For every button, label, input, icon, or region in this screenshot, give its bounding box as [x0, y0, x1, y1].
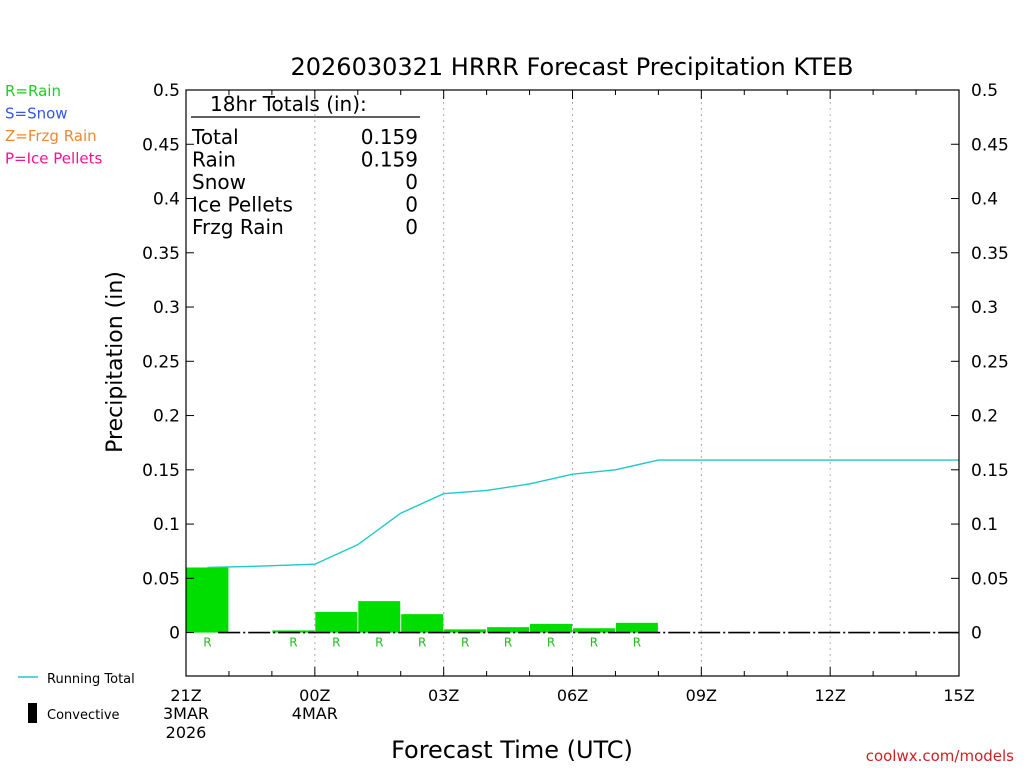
totals-row-label: Ice Pellets — [192, 193, 293, 217]
totals-row-value: 0 — [405, 193, 418, 217]
grid-lines — [314, 90, 831, 676]
ptype-label: R — [289, 636, 297, 650]
y-tick-label-left: 0.5 — [153, 81, 180, 101]
y-tick-label-left: 0.05 — [142, 569, 180, 589]
y-tick-label-left: 0.45 — [142, 135, 180, 155]
totals-row-label: Rain — [192, 148, 236, 172]
totals-header: 18hr Totals (in): — [210, 92, 367, 116]
y-tick-label-right: 0.05 — [971, 569, 1009, 589]
ptype-legend-item: P=Ice Pellets — [5, 150, 102, 168]
precip-bar — [358, 601, 401, 633]
ptype-legend-item: R=Rain — [5, 82, 61, 100]
x-tick-date: 3MAR — [163, 704, 209, 723]
y-tick-label-right: 0.15 — [971, 461, 1009, 481]
x-tick-date: 4MAR — [292, 704, 338, 723]
y-tick-label-left: 0.35 — [142, 244, 180, 264]
y-tick-label-right: 0.2 — [971, 407, 998, 427]
totals-row-value: 0.159 — [361, 125, 418, 149]
precip-bar — [444, 629, 487, 633]
totals-row-label: Total — [191, 125, 239, 149]
precip-bar — [615, 622, 658, 633]
ptype-label: R — [461, 636, 469, 650]
ptype-legend: R=Rain S=Snow Z=Frzg Rain P=Ice Pellets — [5, 82, 102, 168]
ptype-label: R — [547, 636, 555, 650]
totals-row-value: 0.159 — [361, 148, 418, 172]
y-tick-label-left: 0 — [169, 624, 180, 644]
precip-bar — [272, 630, 315, 633]
y-tick-label-right: 0.1 — [971, 515, 998, 535]
convective-legend-label: Convective — [47, 708, 120, 723]
precip-bar — [530, 623, 572, 633]
x-tick-year: 2026 — [166, 723, 207, 742]
bottom-legend: Running Total Convective — [18, 672, 135, 723]
precip-bar — [487, 627, 530, 633]
precip-bar — [401, 614, 444, 633]
precip-bar — [186, 567, 229, 633]
x-tick-label: 15Z — [943, 686, 974, 705]
y-tick-label-right: 0.25 — [971, 352, 1009, 372]
y-axis-ticks: 0 00.05 0.050.1 0.10.15 0.150.2 0.20.25 0.250.… — [142, 81, 1009, 644]
x-tick-label: 09Z — [686, 686, 717, 705]
ptype-label: R — [375, 636, 383, 650]
credit-text: coolwx.com/models — [866, 747, 1014, 765]
y-tick-label-right: 0.5 — [971, 81, 998, 101]
x-tick-label: 21Z — [170, 686, 201, 705]
ptype-legend-item: S=Snow — [5, 105, 68, 123]
chart-title: 2026030321 HRRR Forecast Precipitation K… — [290, 53, 853, 81]
ptype-label: R — [504, 636, 512, 650]
x-axis-label: Forecast Time (UTC) — [391, 736, 633, 764]
y-tick-label-left: 0.3 — [153, 298, 180, 318]
ptype-label: R — [418, 636, 426, 650]
y-tick-label-right: 0.4 — [971, 190, 998, 210]
totals-box: 18hr Totals (in): Total 0.159 Rain 0.159 Snow… — [191, 92, 420, 239]
y-tick-label-left: 0.4 — [153, 190, 180, 210]
y-tick-label-right: 0.45 — [971, 135, 1009, 155]
x-tick-label: 06Z — [557, 686, 588, 705]
ptype-label: R — [633, 636, 641, 650]
y-tick-label-left: 0.25 — [142, 352, 180, 372]
ptype-label: R — [203, 636, 211, 650]
ptype-label: R — [332, 636, 340, 650]
precip-bar — [573, 628, 615, 633]
y-tick-label-left: 0.1 — [153, 515, 180, 535]
y-axis-label: Precipitation (in) — [103, 271, 128, 453]
precip-bar — [315, 611, 358, 633]
ptype-legend-item: Z=Frzg Rain — [5, 127, 97, 145]
convective-legend-swatch — [28, 703, 37, 723]
running-total-legend-label: Running Total — [47, 672, 135, 687]
running-total-line — [207, 459, 959, 569]
x-tick-label: 12Z — [815, 686, 846, 705]
totals-row-label: Snow — [192, 170, 246, 194]
precip-bars — [186, 567, 658, 633]
totals-row-value: 0 — [405, 170, 418, 194]
totals-row-value: 0 — [405, 215, 418, 239]
y-tick-label-right: 0.3 — [971, 298, 998, 318]
y-tick-label-left: 0.2 — [153, 407, 180, 427]
ptype-label: R — [590, 636, 598, 650]
x-tick-label: 00Z — [299, 686, 330, 705]
x-tick-label: 03Z — [428, 686, 459, 705]
y-tick-label-right: 0.35 — [971, 244, 1009, 264]
y-tick-label-right: 0 — [971, 624, 982, 644]
running-total-line — [207, 459, 959, 569]
y-tick-label-left: 0.15 — [142, 461, 180, 481]
totals-row-label: Frzg Rain — [192, 215, 284, 239]
